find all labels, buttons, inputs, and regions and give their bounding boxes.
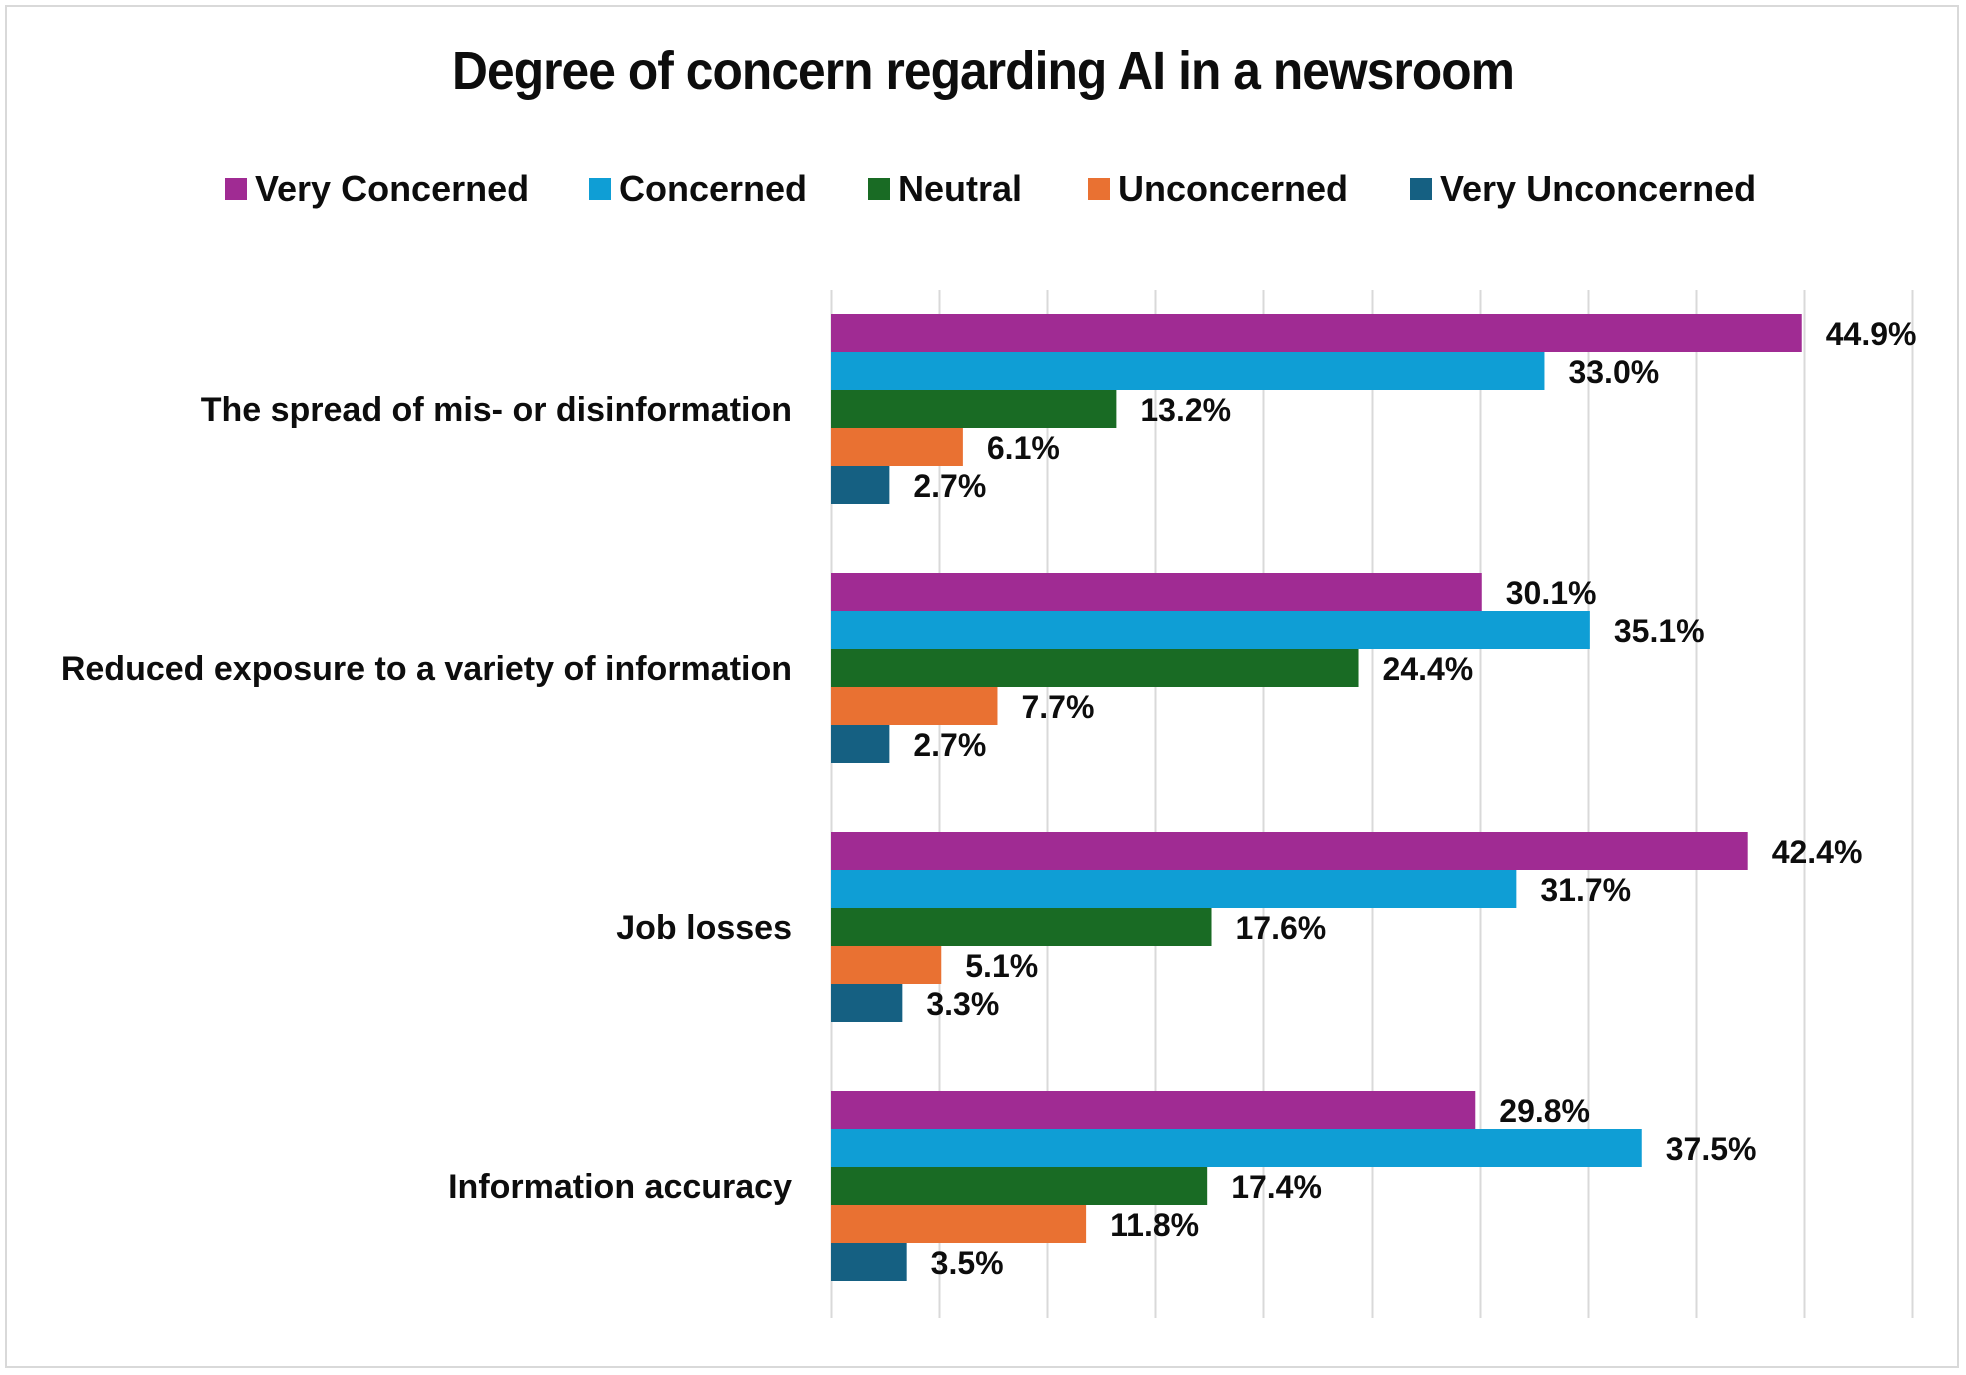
bar (831, 1091, 1476, 1129)
category-label: The spread of mis- or disinformation (201, 391, 792, 429)
legend-item-neutral: Neutral (868, 168, 1022, 210)
data-label: 11.8% (1110, 1207, 1199, 1243)
legend-swatch (1410, 178, 1432, 200)
data-label: 30.1% (1506, 575, 1597, 611)
data-label: 2.7% (913, 468, 986, 504)
data-label: 13.2% (1140, 392, 1231, 428)
bar (831, 725, 890, 763)
bar (831, 946, 942, 984)
bar (831, 573, 1482, 611)
bar (831, 870, 1517, 908)
legend-swatch (225, 178, 247, 200)
bar (831, 908, 1212, 946)
chart-title: Degree of concern regarding AI in a news… (452, 41, 1515, 101)
bar (831, 1243, 907, 1281)
category-label: Job losses (616, 909, 792, 947)
data-label: 33.0% (1568, 354, 1659, 390)
data-label: 5.1% (965, 948, 1038, 984)
legend-label: Very Unconcerned (1440, 168, 1757, 209)
data-label: 3.5% (931, 1245, 1004, 1281)
bar (831, 687, 998, 725)
legend-swatch (589, 178, 611, 200)
bar (831, 352, 1545, 390)
bar (831, 832, 1748, 870)
legend-item-concerned: Concerned (589, 168, 807, 210)
bar (831, 314, 1802, 352)
legend-item-unconcerned: Unconcerned (1088, 168, 1348, 210)
legend-label: Neutral (898, 168, 1023, 209)
data-label: 44.9% (1826, 316, 1917, 352)
legend-item-very-unconcerned: Very Unconcerned (1410, 168, 1756, 210)
bar (831, 984, 903, 1022)
data-label: 24.4% (1383, 651, 1474, 687)
data-label: 29.8% (1499, 1093, 1590, 1129)
bar (831, 1205, 1087, 1243)
data-label: 42.4% (1772, 834, 1863, 870)
legend-swatch (1088, 178, 1110, 200)
data-label: 17.4% (1231, 1169, 1322, 1205)
legend-swatch (868, 178, 890, 200)
data-label: 35.1% (1614, 613, 1705, 649)
bar (831, 466, 890, 504)
bar (831, 390, 1117, 428)
legend-label: Unconcerned (1118, 168, 1349, 209)
category-label: Information accuracy (448, 1168, 792, 1206)
legend: Very Concerned Concerned Neutral Unconce… (0, 168, 1966, 212)
data-label: 37.5% (1666, 1131, 1757, 1167)
data-label: 7.7% (1021, 689, 1094, 725)
bar (831, 649, 1359, 687)
bar (831, 611, 1590, 649)
data-label: 31.7% (1540, 872, 1631, 908)
legend-label: Concerned (619, 168, 808, 209)
bar (831, 1129, 1642, 1167)
data-label: 2.7% (913, 727, 986, 763)
data-label: 3.3% (926, 986, 999, 1022)
bar (831, 428, 963, 466)
category-label: Reduced exposure to a variety of informa… (61, 650, 792, 688)
legend-item-very-concerned: Very Concerned (225, 168, 529, 210)
data-label: 6.1% (987, 430, 1060, 466)
legend-label: Very Concerned (255, 168, 530, 209)
bar (831, 1167, 1208, 1205)
data-label: 17.6% (1236, 910, 1327, 946)
